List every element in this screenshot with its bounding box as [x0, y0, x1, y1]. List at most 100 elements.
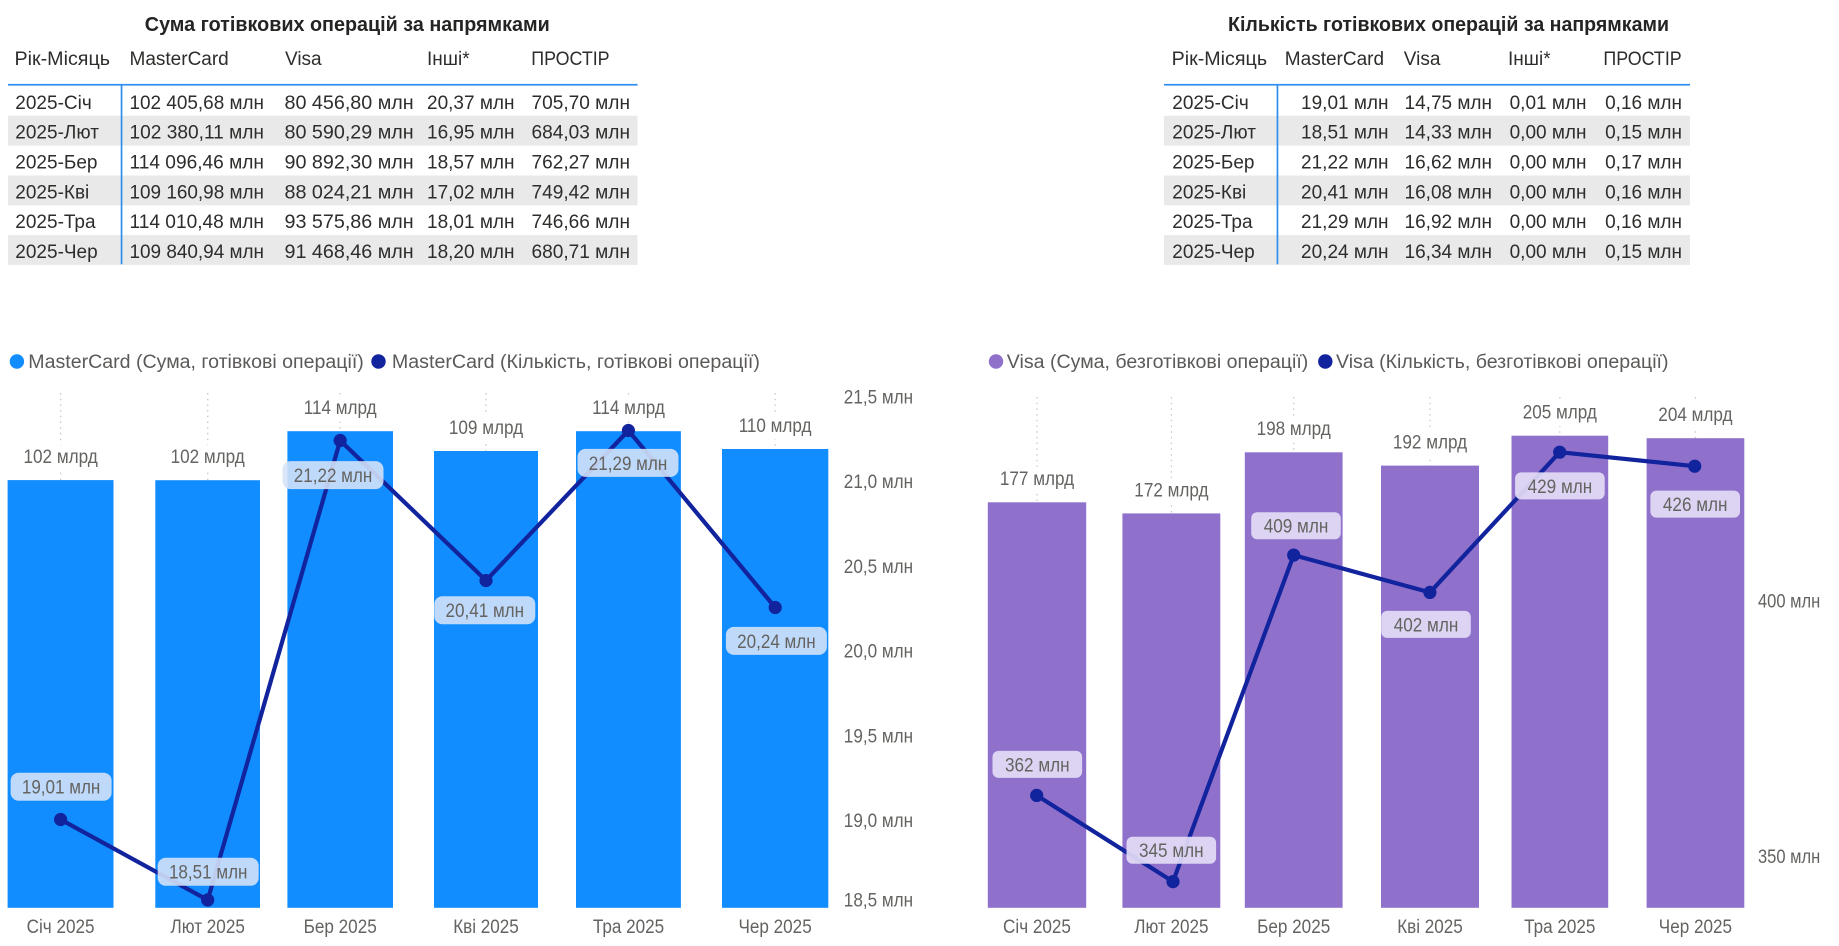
svg-text:Січ 2025: Січ 2025	[1003, 917, 1071, 938]
svg-text:2025-Січ: 2025-Січ	[1172, 93, 1248, 114]
svg-text:Тра 2025: Тра 2025	[593, 917, 664, 938]
svg-text:19,5 млн: 19,5 млн	[844, 726, 913, 747]
svg-text:102 380,11 млн: 102 380,11 млн	[130, 123, 265, 144]
svg-text:88 024,21 млн: 88 024,21 млн	[285, 182, 414, 203]
svg-text:20,41 млн: 20,41 млн	[446, 601, 525, 622]
svg-text:0,00 млн: 0,00 млн	[1510, 212, 1587, 233]
svg-text:Бер 2025: Бер 2025	[1257, 917, 1330, 938]
svg-text:90 892,30 млн: 90 892,30 млн	[285, 153, 414, 174]
svg-text:Січ 2025: Січ 2025	[27, 917, 95, 938]
svg-text:350 млн: 350 млн	[1758, 847, 1820, 868]
svg-text:2025-Бер: 2025-Бер	[1172, 153, 1254, 174]
svg-text:20,37 млн: 20,37 млн	[427, 93, 515, 114]
svg-text:21,22 млн: 21,22 млн	[294, 466, 373, 487]
svg-text:Visa (Сума, безготівкові опера: Visa (Сума, безготівкові операції)	[1007, 352, 1309, 373]
svg-text:16,62 млн: 16,62 млн	[1405, 153, 1492, 174]
svg-text:2025-Тра: 2025-Тра	[1172, 212, 1253, 233]
svg-text:20,5 млн: 20,5 млн	[844, 557, 913, 578]
svg-text:109 160,98 млн: 109 160,98 млн	[130, 182, 265, 203]
svg-text:0,15 млн: 0,15 млн	[1605, 242, 1682, 263]
svg-text:0,00 млн: 0,00 млн	[1510, 123, 1587, 144]
svg-text:Чер 2025: Чер 2025	[739, 917, 812, 938]
svg-text:400 млн: 400 млн	[1758, 592, 1820, 613]
svg-text:Кві 2025: Кві 2025	[453, 917, 519, 938]
svg-text:0,15 млн: 0,15 млн	[1605, 123, 1682, 144]
svg-text:20,41 млн: 20,41 млн	[1301, 182, 1388, 203]
svg-text:109 840,94 млн: 109 840,94 млн	[130, 242, 265, 263]
svg-text:Лют 2025: Лют 2025	[171, 917, 245, 938]
svg-text:0,01 млн: 0,01 млн	[1510, 93, 1587, 114]
svg-text:402 млн: 402 млн	[1394, 615, 1459, 636]
svg-text:18,5 млн: 18,5 млн	[844, 891, 913, 912]
svg-text:20,24 млн: 20,24 млн	[1301, 242, 1388, 263]
svg-text:Лют 2025: Лют 2025	[1134, 917, 1208, 938]
svg-text:746,66 млн: 746,66 млн	[532, 212, 631, 233]
svg-text:0,00 млн: 0,00 млн	[1510, 242, 1587, 263]
svg-text:2025-Кві: 2025-Кві	[15, 182, 89, 203]
svg-text:0,16 млн: 0,16 млн	[1605, 182, 1682, 203]
svg-text:198 млрд: 198 млрд	[1257, 419, 1331, 440]
svg-text:21,22 млн: 21,22 млн	[1301, 153, 1388, 174]
svg-text:16,08 млн: 16,08 млн	[1405, 182, 1492, 203]
svg-text:204 млрд: 204 млрд	[1658, 405, 1732, 426]
svg-text:14,33 млн: 14,33 млн	[1405, 123, 1492, 144]
svg-text:Рік-Місяць: Рік-Місяць	[15, 49, 111, 70]
svg-text:18,01 млн: 18,01 млн	[427, 212, 515, 233]
svg-text:345 млн: 345 млн	[1139, 841, 1204, 862]
svg-text:80 590,29 млн: 80 590,29 млн	[285, 123, 414, 144]
svg-text:102 млрд: 102 млрд	[171, 447, 245, 468]
svg-text:409 млн: 409 млн	[1264, 517, 1329, 538]
svg-text:205 млрд: 205 млрд	[1523, 403, 1597, 424]
svg-text:21,0 млн: 21,0 млн	[844, 472, 913, 493]
svg-text:762,27 млн: 762,27 млн	[532, 153, 631, 174]
svg-text:19,01 млн: 19,01 млн	[22, 778, 101, 799]
svg-text:93 575,86 млн: 93 575,86 млн	[285, 212, 414, 233]
svg-text:Інші*: Інші*	[1508, 49, 1551, 70]
svg-text:20,0 млн: 20,0 млн	[844, 642, 913, 663]
svg-text:114 096,46 млн: 114 096,46 млн	[130, 153, 265, 174]
svg-text:Бер 2025: Бер 2025	[304, 917, 377, 938]
svg-text:Visa (Кількість, безготівкові: Visa (Кількість, безготівкові операції)	[1336, 352, 1669, 373]
svg-text:0,00 млн: 0,00 млн	[1510, 182, 1587, 203]
svg-text:2025-Січ: 2025-Січ	[15, 93, 91, 114]
svg-text:2025-Лют: 2025-Лют	[15, 123, 99, 144]
svg-text:21,5 млн: 21,5 млн	[844, 388, 913, 409]
svg-text:Сума готівкових операцій за на: Сума готівкових операцій за напрямками	[145, 14, 550, 36]
svg-text:0,00 млн: 0,00 млн	[1510, 153, 1587, 174]
svg-text:2025-Лют: 2025-Лют	[1172, 123, 1256, 144]
svg-text:172 млрд: 172 млрд	[1134, 480, 1208, 501]
svg-text:2025-Чер: 2025-Чер	[15, 242, 97, 263]
svg-text:16,92 млн: 16,92 млн	[1405, 212, 1492, 233]
svg-text:Чер 2025: Чер 2025	[1659, 917, 1732, 938]
svg-text:0,17 млн: 0,17 млн	[1605, 153, 1682, 174]
svg-text:Visa: Visa	[1404, 49, 1441, 70]
svg-text:16,34 млн: 16,34 млн	[1405, 242, 1492, 263]
svg-text:80 456,80 млн: 80 456,80 млн	[285, 93, 414, 114]
svg-text:18,51 млн: 18,51 млн	[1301, 123, 1388, 144]
svg-text:18,51 млн: 18,51 млн	[169, 863, 248, 884]
svg-text:ПРОСТІР: ПРОСТІР	[531, 49, 609, 70]
svg-text:17,02 млн: 17,02 млн	[427, 182, 515, 203]
svg-text:0,16 млн: 0,16 млн	[1605, 212, 1682, 233]
svg-text:Рік-Місяць: Рік-Місяць	[1172, 49, 1268, 70]
svg-text:MasterCard (Сума, готівкові оп: MasterCard (Сума, готівкові операції)	[28, 352, 364, 373]
svg-text:177 млрд: 177 млрд	[1000, 469, 1074, 490]
svg-text:19,0 млн: 19,0 млн	[844, 811, 913, 832]
svg-text:ПРОСТІР: ПРОСТІР	[1603, 49, 1681, 70]
svg-text:16,95 млн: 16,95 млн	[427, 123, 515, 144]
svg-text:109 млрд: 109 млрд	[449, 418, 523, 439]
svg-text:684,03 млн: 684,03 млн	[532, 123, 631, 144]
svg-text:2025-Бер: 2025-Бер	[15, 153, 97, 174]
svg-text:Кількість готівкових операцій: Кількість готівкових операцій за напрямк…	[1228, 14, 1669, 36]
svg-text:0,16 млн: 0,16 млн	[1605, 93, 1682, 114]
svg-text:20,24 млн: 20,24 млн	[737, 632, 816, 653]
svg-text:14,75 млн: 14,75 млн	[1405, 93, 1492, 114]
svg-text:192 млрд: 192 млрд	[1393, 433, 1467, 454]
svg-text:705,70 млн: 705,70 млн	[532, 93, 631, 114]
svg-text:114 млрд: 114 млрд	[592, 398, 665, 419]
svg-text:21,29 млн: 21,29 млн	[589, 454, 668, 475]
svg-text:Тра 2025: Тра 2025	[1524, 917, 1595, 938]
svg-text:426 млн: 426 млн	[1663, 495, 1728, 516]
svg-text:110 млрд: 110 млрд	[739, 416, 812, 437]
svg-text:102 405,68 млн: 102 405,68 млн	[130, 93, 265, 114]
